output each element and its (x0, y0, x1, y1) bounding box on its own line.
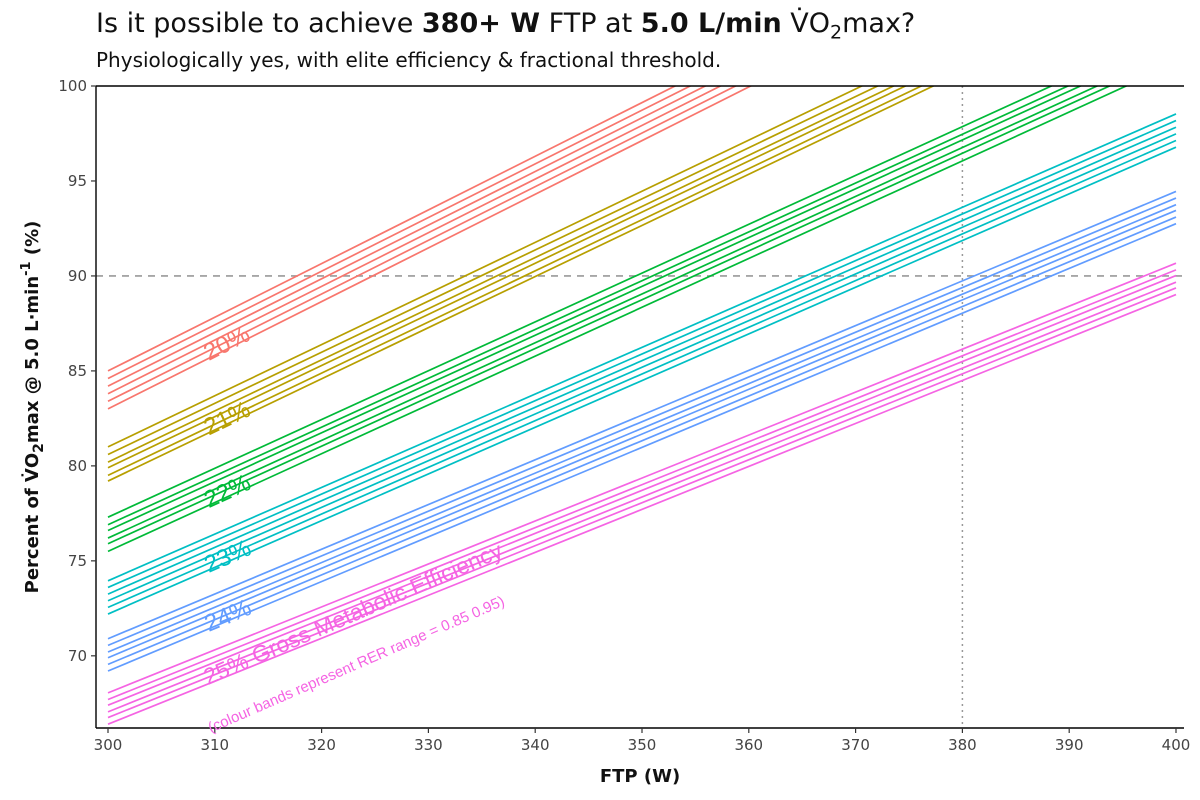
series-line-21pct-rer-0.95 (107, 86, 936, 482)
series-line-23pct-rer-0.85 (107, 113, 1177, 582)
series-line-24pct-rer-0.95 (107, 222, 1177, 672)
series-line-25pct-rer-0.93 (107, 287, 1177, 719)
y-tick-label: 75 (68, 552, 87, 570)
series-line-21pct-rer-0.91 (107, 86, 908, 469)
series-line-21pct-rer-0.87 (107, 86, 880, 456)
series-line-25pct-rer-0.91 (107, 281, 1177, 713)
band-label-24pct: 24% (201, 594, 256, 637)
axes (95, 85, 1184, 729)
x-axis-title: FTP (W) (600, 766, 680, 787)
x-tick-label: 350 (628, 736, 657, 754)
x-tick-label: 370 (841, 736, 870, 754)
series-line-25pct-rer-0.95 (107, 293, 1177, 725)
y-tick-label: 100 (58, 77, 87, 95)
series-line-23pct-rer-0.89 (107, 126, 1177, 595)
x-tick-label: 330 (414, 736, 443, 754)
series-line-23pct-rer-0.93 (107, 139, 1177, 609)
series-line-20pct-rer-0.89 (107, 86, 708, 387)
x-tick-label: 390 (1055, 736, 1084, 754)
chart-title: Is it possible to achieve 380+ W FTP at … (96, 8, 916, 44)
series-line-20pct-rer-0.93 (107, 86, 738, 403)
series-line-25pct-rer-0.85 (107, 262, 1177, 694)
series-line-25pct-rer-0.89 (107, 274, 1177, 706)
band-label-21pct: 21% (200, 396, 255, 441)
series-line-22pct-rer-0.85 (107, 86, 1054, 518)
series-line-22pct-rer-0.91 (107, 86, 1100, 539)
series-lines (107, 86, 1177, 725)
band-label-23pct: 23% (200, 535, 255, 579)
reference-lines (96, 86, 1184, 728)
series-line-24pct-rer-0.93 (107, 216, 1177, 666)
y-tick-label: 90 (68, 267, 87, 285)
y-tick-label: 80 (68, 457, 87, 475)
series-line-20pct-rer-0.95 (107, 86, 753, 410)
series-line-20pct-rer-0.87 (107, 86, 693, 380)
series-line-20pct-rer-0.85 (107, 86, 677, 372)
series-line-23pct-rer-0.87 (107, 119, 1177, 589)
x-tick-label: 360 (734, 736, 763, 754)
x-tick-label: 310 (200, 736, 229, 754)
series-line-20pct-rer-0.91 (107, 86, 723, 395)
chart-subtitle: Physiologically yes, with elite efficien… (96, 48, 722, 72)
y-tick-label: 95 (68, 172, 87, 190)
y-tick-label: 85 (68, 362, 87, 380)
y-axis-title: Percent of V̇O2max @ 5.0 L·min-1 (%) (19, 221, 47, 594)
ticks: 300 310 320 330 340 350 360 370 380 390 400 70 75 80 8… (58, 77, 1190, 754)
series-line-21pct-rer-0.89 (107, 86, 896, 463)
x-tick-label: 380 (948, 736, 977, 754)
band-label-20pct: 20% (199, 321, 254, 367)
y-tick-label: 70 (68, 647, 87, 665)
series-line-22pct-rer-0.87 (107, 86, 1070, 526)
series-line-25pct-rer-0.87 (107, 269, 1177, 701)
series-line-24pct-rer-0.87 (107, 197, 1177, 647)
series-line-24pct-rer-0.85 (107, 190, 1177, 640)
series-line-21pct-rer-0.85 (107, 86, 864, 448)
series-line-22pct-rer-0.95 (107, 86, 1129, 553)
series-line-22pct-rer-0.89 (107, 86, 1083, 532)
series-line-21pct-rer-0.93 (107, 86, 924, 477)
x-tick-label: 400 (1162, 736, 1191, 754)
series-line-24pct-rer-0.91 (107, 209, 1177, 659)
series-line-23pct-rer-0.91 (107, 133, 1177, 602)
series-line-24pct-rer-0.89 (107, 203, 1177, 653)
series-line-22pct-rer-0.93 (107, 86, 1112, 545)
x-tick-label: 300 (94, 736, 123, 754)
series-line-23pct-rer-0.95 (107, 146, 1177, 615)
band-label-22pct: 22% (200, 469, 255, 514)
x-tick-label: 320 (307, 736, 336, 754)
x-tick-label: 340 (521, 736, 550, 754)
